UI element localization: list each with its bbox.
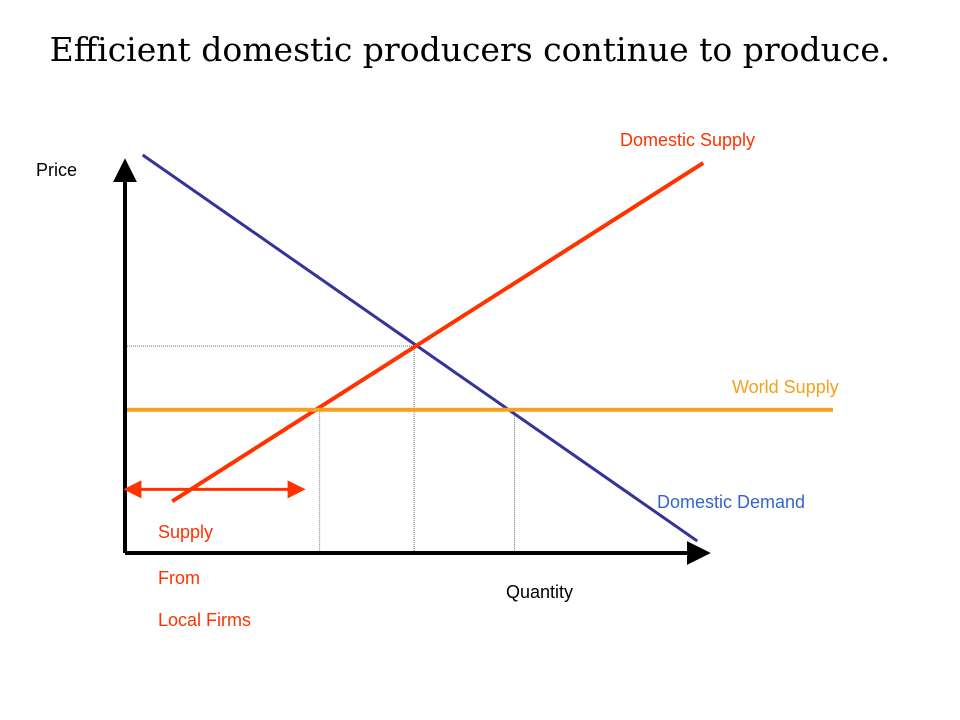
y-axis-label: Price (36, 160, 77, 180)
series-lines (125, 153, 833, 543)
annotation-line-3: Local Firms (158, 610, 251, 630)
slide-title: Efficient domestic producers continue to… (49, 30, 891, 69)
domestic-demand-label: Domestic Demand (657, 492, 805, 512)
world-supply-label: World Supply (732, 377, 839, 397)
guide-lines (125, 345, 515, 553)
annotation-line-1: Supply (158, 522, 213, 542)
domestic-supply-label: Domestic Supply (620, 130, 755, 150)
x-axis-label: Quantity (506, 582, 573, 602)
annotation-line-2: From (158, 568, 200, 588)
series-line-domestic-supply (171, 161, 705, 503)
series-line-domestic-demand (141, 153, 699, 543)
